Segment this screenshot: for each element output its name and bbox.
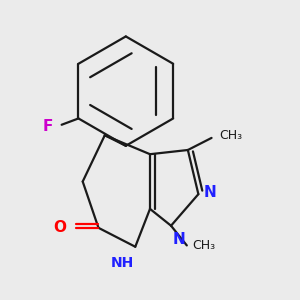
Text: CH₃: CH₃ [219, 129, 242, 142]
Text: NH: NH [111, 256, 134, 269]
Text: N: N [173, 232, 186, 247]
Text: N: N [204, 184, 216, 200]
Text: O: O [53, 220, 66, 235]
Text: F: F [43, 119, 53, 134]
Text: CH₃: CH₃ [192, 239, 215, 252]
